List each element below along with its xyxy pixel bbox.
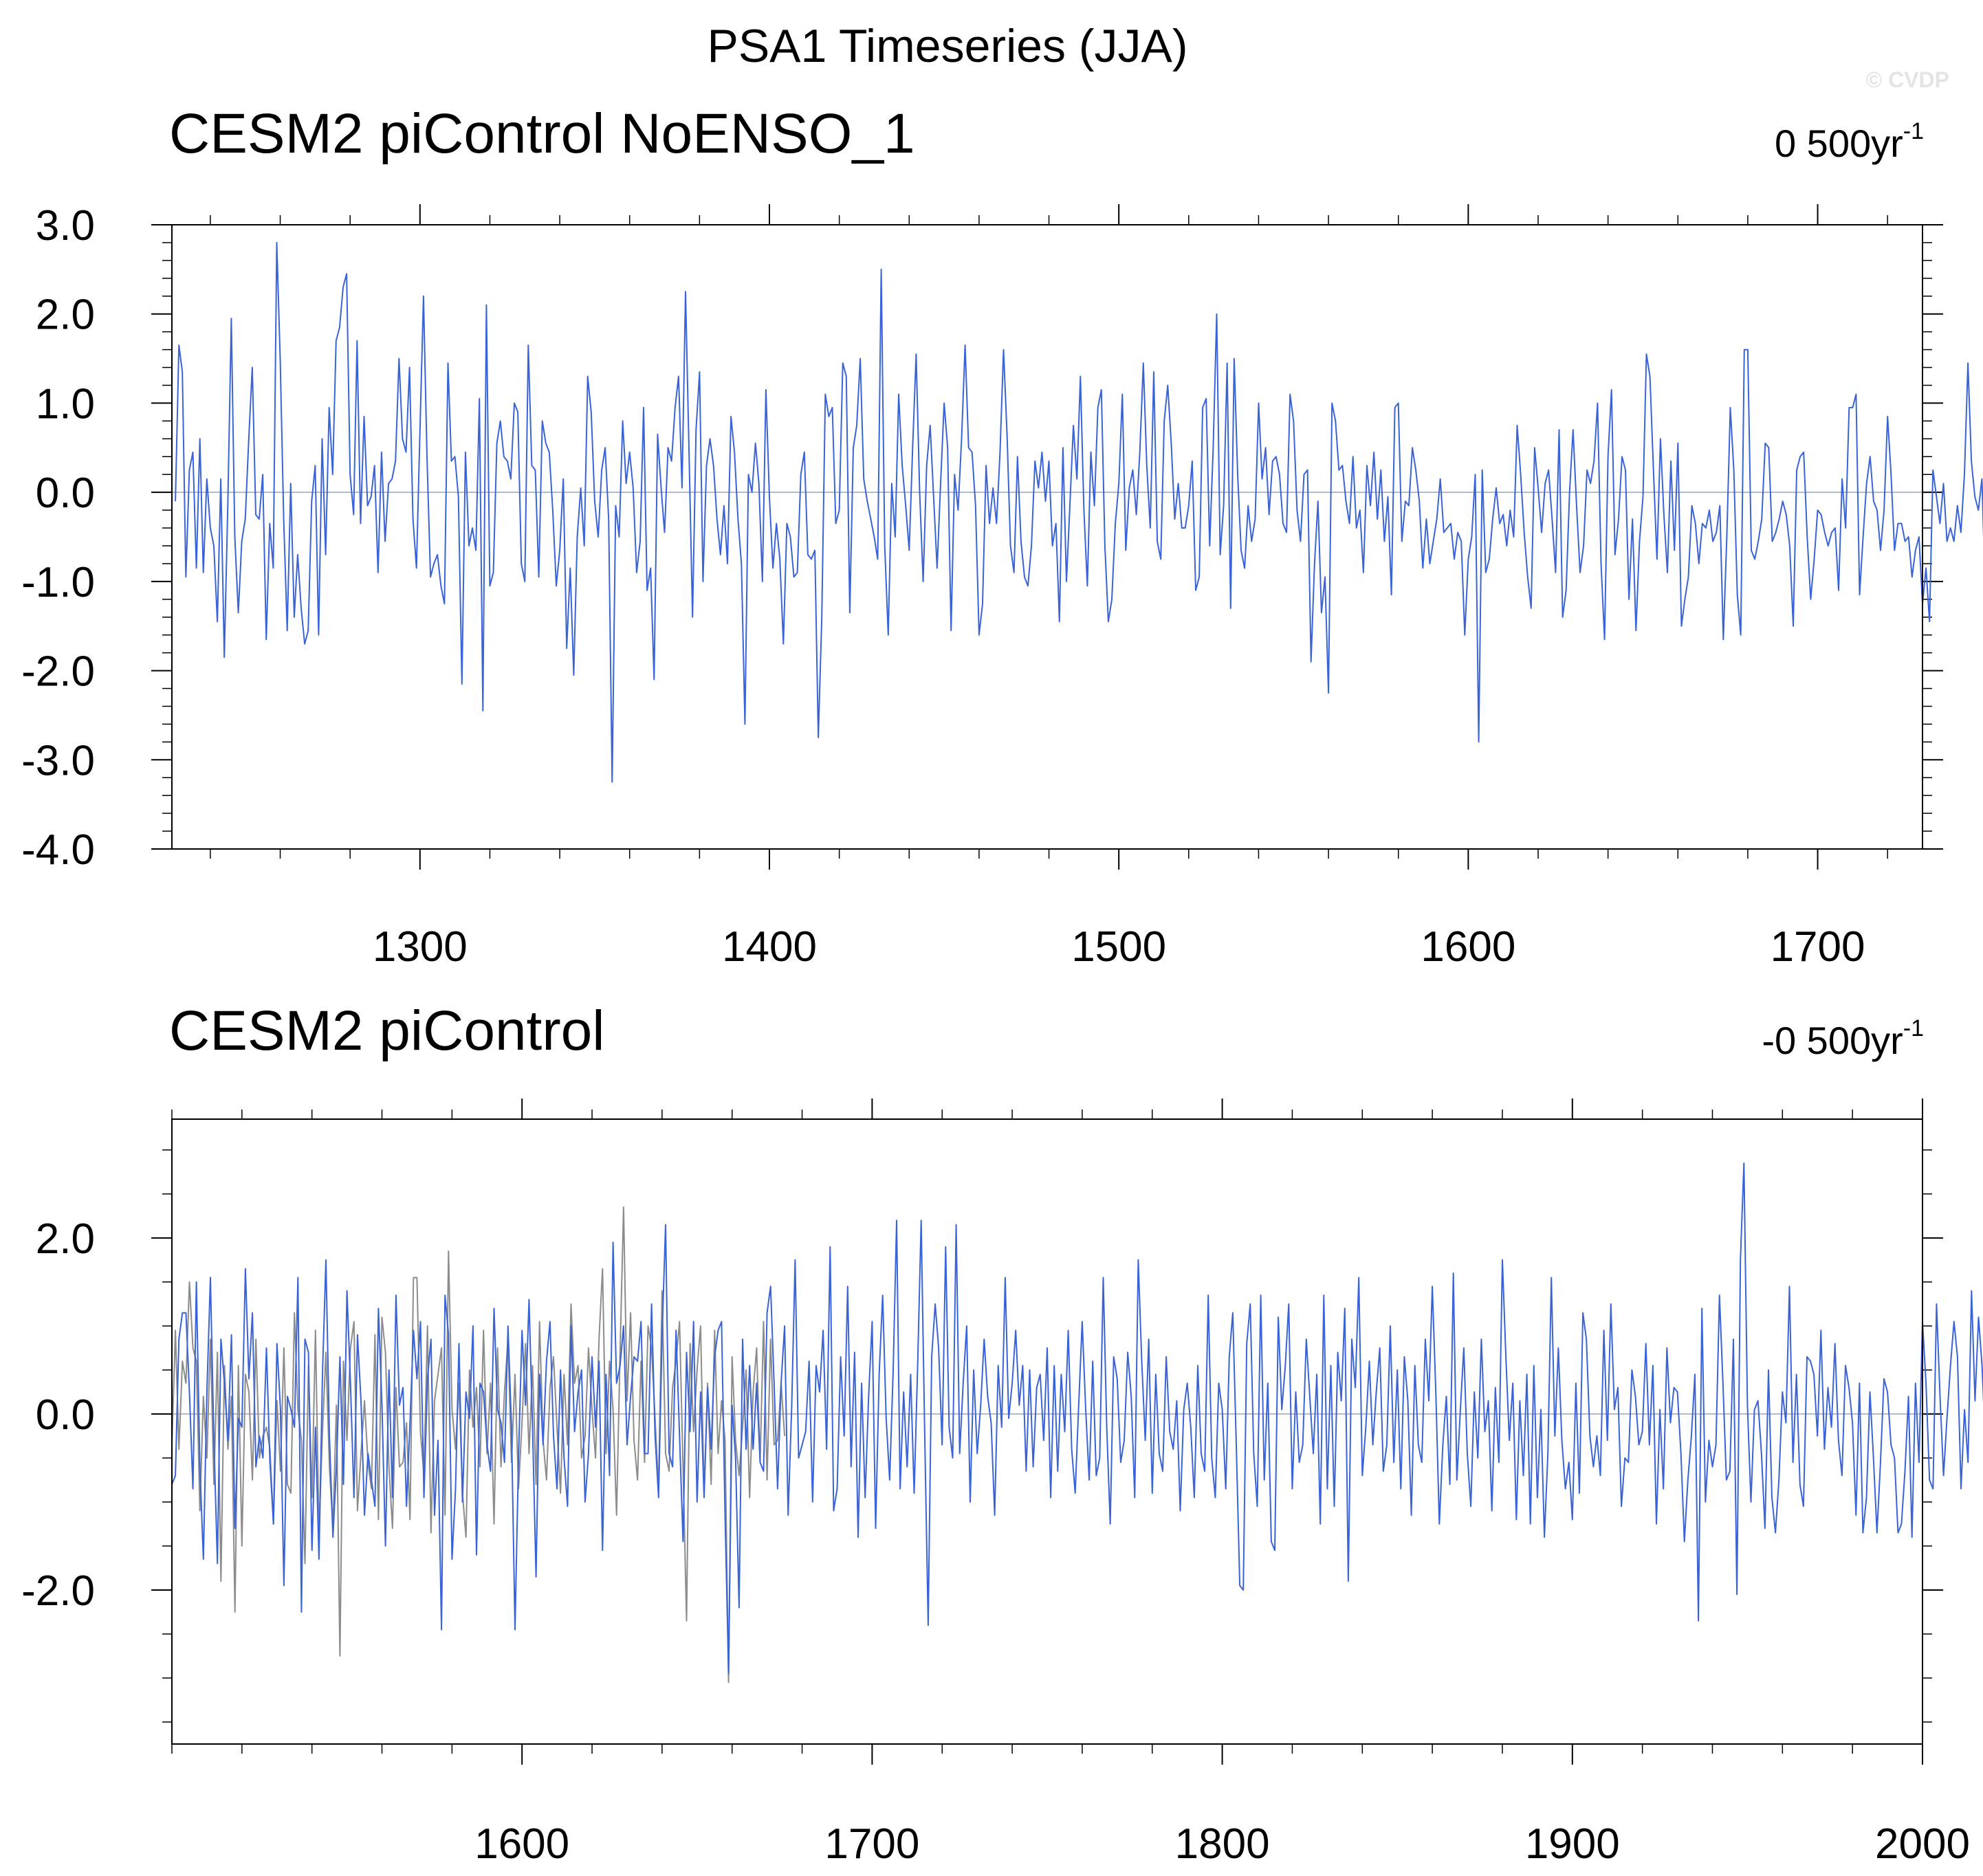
x-tick-label: 1600 <box>1421 923 1515 971</box>
panel-2-trend-exponent: -1 <box>1903 1015 1924 1041</box>
x-tick-label: 1700 <box>1771 923 1865 971</box>
x-tick-label: 1400 <box>722 923 817 971</box>
y-tick-label: 1.0 <box>36 380 95 428</box>
panel-1-title: CESM2 piControl NoENSO_1 <box>169 102 915 165</box>
x-tick-label: 1900 <box>1525 1820 1620 1868</box>
watermark: © CVDP <box>1866 67 1949 92</box>
y-tick-label: 3.0 <box>36 202 95 250</box>
panel-1-plot-frame <box>171 224 1923 850</box>
panel-1-x-ticks: 1300 1400 1500 1600 1700 <box>373 204 1865 971</box>
panel-2-y-ticks: -2.0 0.0 2.0 <box>21 1215 1943 1615</box>
x-tick-label: 2000 <box>1875 1820 1970 1868</box>
x-tick-label: 1300 <box>373 923 468 971</box>
panel-2-x-ticks: 1600 1700 1800 1900 2000 <box>474 1099 1970 1868</box>
panel-2-minor-ticks <box>162 1110 1932 1754</box>
panel-1-trend: 0 500yr-1 <box>1775 118 1924 165</box>
y-tick-label: -1.0 <box>21 559 95 606</box>
y-tick-label: -2.0 <box>21 1567 95 1615</box>
panel-2-trend: -0 500yr-1 <box>1762 1015 1924 1062</box>
y-tick-label: -3.0 <box>21 737 95 784</box>
panel-2-title: CESM2 piControl <box>169 1000 604 1062</box>
y-tick-label: 2.0 <box>36 1215 95 1263</box>
panel-1-trend-exponent: -1 <box>1903 118 1924 144</box>
figure-title: PSA1 Timeseries (JJA) <box>707 20 1187 72</box>
y-tick-label: -2.0 <box>21 648 95 696</box>
panel-2-trend-value: -0 <box>1762 1019 1796 1062</box>
series-line-1 <box>175 241 1983 783</box>
x-tick-label: 1500 <box>1071 923 1166 971</box>
y-tick-label: 0.0 <box>36 1391 95 1439</box>
panel-1-trend-value: 0 <box>1775 122 1796 165</box>
y-tick-label: 2.0 <box>36 291 95 339</box>
panel-1-minor-ticks <box>162 215 1932 859</box>
panel-1: CESM2 piControl NoENSO_1 0 500yr-1 1300 1… <box>21 102 1983 971</box>
x-tick-label: 1700 <box>824 1820 919 1868</box>
panel-2-plot-lines <box>171 1162 1983 1684</box>
panel-2: CESM2 piControl -0 500yr-1 1600 1700 1800 1… <box>21 1000 1983 1868</box>
panel-2-trend-units: 500yr <box>1807 1019 1903 1062</box>
panel-1-trend-units: 500yr <box>1807 122 1903 165</box>
y-tick-label: 0.0 <box>36 470 95 517</box>
panel-2-plot-frame <box>171 1118 1923 1745</box>
panel-1-y-ticks: -4.0 -3.0 -2.0 -1.0 0.0 1.0 2.0 3.0 <box>21 202 1943 874</box>
y-tick-label: -4.0 <box>21 826 95 874</box>
x-tick-label: 1600 <box>474 1820 569 1868</box>
panel-1-plot-lines <box>175 241 1983 783</box>
x-tick-label: 1800 <box>1175 1820 1270 1868</box>
series-line-2 <box>171 1162 1983 1675</box>
